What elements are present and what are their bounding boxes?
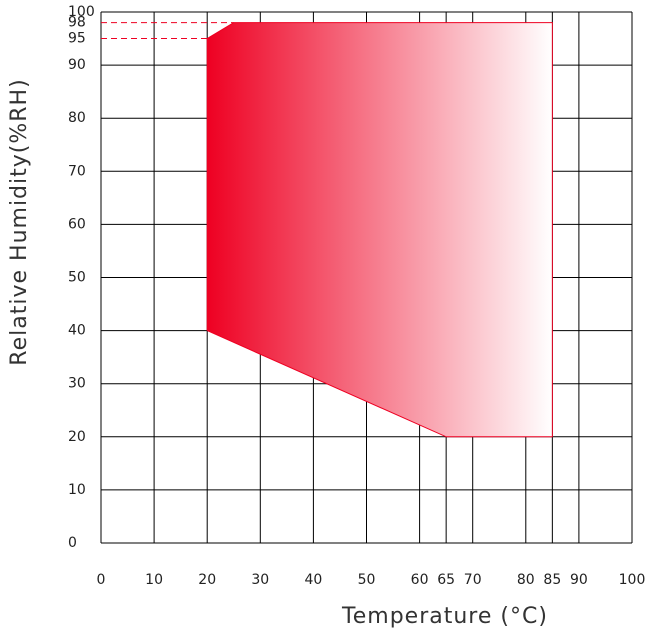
x-tick-label: 20 [198, 572, 216, 588]
y-tick-label: 90 [68, 57, 86, 73]
x-tick-label: 50 [358, 572, 376, 588]
range-area [206, 22, 553, 438]
y-tick-label: 95 [68, 31, 86, 47]
x-tick-label: 85 [543, 572, 561, 588]
y-tick-label: 40 [68, 323, 86, 339]
y-tick-label: 100 [68, 4, 95, 20]
y-tick-label: 70 [68, 163, 86, 179]
y-tick-label: 30 [68, 376, 86, 392]
y-axis-title: Relative Humidity(%RH) [7, 78, 32, 365]
x-tick-label: 30 [251, 572, 269, 588]
x-tick-label: 40 [304, 572, 322, 588]
x-axis-title: Temperature (°C) [341, 604, 548, 629]
y-tick-label: 50 [68, 270, 86, 286]
x-tick-label: 10 [145, 572, 163, 588]
y-tick-label: 20 [68, 429, 86, 445]
x-tick-label: 70 [464, 572, 482, 588]
y-tick-label: 0 [68, 535, 77, 551]
x-tick-label: 80 [517, 572, 535, 588]
x-tick-label: 65 [437, 572, 455, 588]
y-tick-label: 60 [68, 216, 86, 232]
y-tick-label: 98 [68, 15, 86, 31]
x-tick-label: 60 [411, 572, 429, 588]
y-tick-label: 80 [68, 110, 86, 126]
x-tick-label: 100 [619, 572, 646, 588]
y-tick-label: 10 [68, 482, 86, 498]
x-tick-label: 0 [97, 572, 106, 588]
x-tick-label: 90 [570, 572, 588, 588]
